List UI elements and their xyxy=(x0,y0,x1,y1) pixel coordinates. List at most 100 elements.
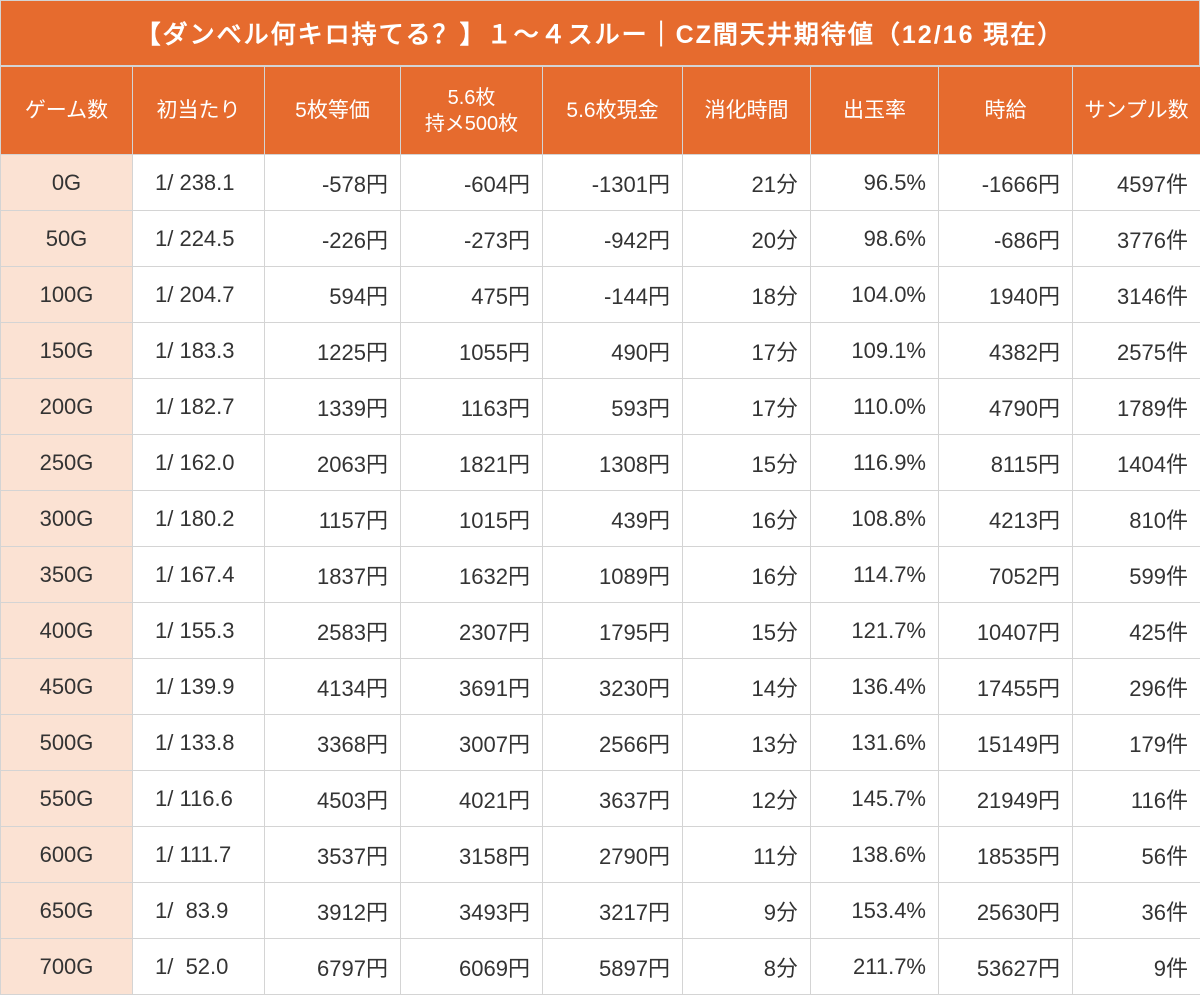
cell-rate: 145.7% xyxy=(811,771,939,827)
cell-hit: 1/ 167.4 xyxy=(133,547,265,603)
cell-hit: 1/ 133.8 xyxy=(133,715,265,771)
cell-game: 700G xyxy=(1,939,133,995)
cell-v5: 1837円 xyxy=(265,547,401,603)
cell-v56c: 3217円 xyxy=(543,883,683,939)
table-row: 150G1/ 183.31225円1055円490円17分109.1%4382円… xyxy=(1,323,1200,379)
cell-v56m: 4021円 xyxy=(401,771,543,827)
cell-v5: 2063円 xyxy=(265,435,401,491)
cell-v56c: 3230円 xyxy=(543,659,683,715)
cell-game: 100G xyxy=(1,267,133,323)
cell-v56m: -273円 xyxy=(401,211,543,267)
table-row: 50G1/ 224.5-226円-273円-942円20分98.6%-686円3… xyxy=(1,211,1200,267)
cell-rate: 96.5% xyxy=(811,155,939,211)
cell-rate: 98.6% xyxy=(811,211,939,267)
cell-v56c: 593円 xyxy=(543,379,683,435)
cell-samp: 116件 xyxy=(1073,771,1200,827)
table-row: 400G1/ 155.32583円2307円1795円15分121.7%1040… xyxy=(1,603,1200,659)
cell-hit: 1/ 111.7 xyxy=(133,827,265,883)
table-row: 200G1/ 182.71339円1163円593円17分110.0%4790円… xyxy=(1,379,1200,435)
cell-v5: 1225円 xyxy=(265,323,401,379)
cell-v56m: 3007円 xyxy=(401,715,543,771)
cell-time: 21分 xyxy=(683,155,811,211)
cell-time: 20分 xyxy=(683,211,811,267)
cell-time: 16分 xyxy=(683,547,811,603)
table-row: 300G1/ 180.21157円1015円439円16分108.8%4213円… xyxy=(1,491,1200,547)
col-header-samp: サンプル数 xyxy=(1073,67,1200,155)
cell-v56c: 3637円 xyxy=(543,771,683,827)
cell-samp: 599件 xyxy=(1073,547,1200,603)
cell-samp: 9件 xyxy=(1073,939,1200,995)
cell-hit: 1/ 155.3 xyxy=(133,603,265,659)
cell-rate: 116.9% xyxy=(811,435,939,491)
cell-samp: 56件 xyxy=(1073,827,1200,883)
cell-hit: 1/ 116.6 xyxy=(133,771,265,827)
cell-time: 17分 xyxy=(683,379,811,435)
cell-wage: 4790円 xyxy=(939,379,1073,435)
cell-v56m: 475円 xyxy=(401,267,543,323)
cell-rate: 108.8% xyxy=(811,491,939,547)
cell-v5: -578円 xyxy=(265,155,401,211)
cell-v56c: -144円 xyxy=(543,267,683,323)
cell-wage: 7052円 xyxy=(939,547,1073,603)
cell-wage: 4213円 xyxy=(939,491,1073,547)
cell-wage: -686円 xyxy=(939,211,1073,267)
ev-table: ゲーム数初当たり5枚等価5.6枚持メ500枚5.6枚現金消化時間出玉率時給サンプ… xyxy=(0,66,1200,995)
cell-samp: 1404件 xyxy=(1073,435,1200,491)
cell-samp: 1789件 xyxy=(1073,379,1200,435)
cell-rate: 136.4% xyxy=(811,659,939,715)
table-row: 100G1/ 204.7594円475円-144円18分104.0%1940円3… xyxy=(1,267,1200,323)
cell-v5: 2583円 xyxy=(265,603,401,659)
cell-v5: 3912円 xyxy=(265,883,401,939)
cell-samp: 179件 xyxy=(1073,715,1200,771)
cell-rate: 153.4% xyxy=(811,883,939,939)
cell-samp: 425件 xyxy=(1073,603,1200,659)
cell-v5: 4503円 xyxy=(265,771,401,827)
cell-samp: 3776件 xyxy=(1073,211,1200,267)
cell-v56m: 3158円 xyxy=(401,827,543,883)
cell-wage: 53627円 xyxy=(939,939,1073,995)
cell-time: 11分 xyxy=(683,827,811,883)
cell-wage: 8115円 xyxy=(939,435,1073,491)
col-header-hit: 初当たり xyxy=(133,67,265,155)
cell-game: 250G xyxy=(1,435,133,491)
cell-hit: 1/ 204.7 xyxy=(133,267,265,323)
cell-v56c: 439円 xyxy=(543,491,683,547)
col-header-time: 消化時間 xyxy=(683,67,811,155)
cell-samp: 3146件 xyxy=(1073,267,1200,323)
cell-time: 15分 xyxy=(683,603,811,659)
cell-hit: 1/ 139.9 xyxy=(133,659,265,715)
cell-time: 9分 xyxy=(683,883,811,939)
cell-rate: 104.0% xyxy=(811,267,939,323)
table-row: 550G1/ 116.64503円4021円3637円12分145.7%2194… xyxy=(1,771,1200,827)
cell-wage: 18535円 xyxy=(939,827,1073,883)
cell-v5: 3368円 xyxy=(265,715,401,771)
cell-v56m: 1015円 xyxy=(401,491,543,547)
cell-game: 400G xyxy=(1,603,133,659)
col-header-rate: 出玉率 xyxy=(811,67,939,155)
table-row: 500G1/ 133.83368円3007円2566円13分131.6%1514… xyxy=(1,715,1200,771)
table-row: 350G1/ 167.41837円1632円1089円16分114.7%7052… xyxy=(1,547,1200,603)
cell-v56m: 1055円 xyxy=(401,323,543,379)
cell-hit: 1/ 183.3 xyxy=(133,323,265,379)
cell-v5: 1157円 xyxy=(265,491,401,547)
cell-samp: 4597件 xyxy=(1073,155,1200,211)
cell-game: 300G xyxy=(1,491,133,547)
col-header-wage: 時給 xyxy=(939,67,1073,155)
cell-v56c: 490円 xyxy=(543,323,683,379)
cell-hit: 1/ 83.9 xyxy=(133,883,265,939)
cell-wage: -1666円 xyxy=(939,155,1073,211)
cell-time: 12分 xyxy=(683,771,811,827)
table-row: 600G1/ 111.73537円3158円2790円11分138.6%1853… xyxy=(1,827,1200,883)
cell-v56c: 1795円 xyxy=(543,603,683,659)
cell-v5: 594円 xyxy=(265,267,401,323)
table-body: 0G1/ 238.1-578円-604円-1301円21分96.5%-1666円… xyxy=(1,155,1200,995)
cell-wage: 17455円 xyxy=(939,659,1073,715)
cell-hit: 1/ 52.0 xyxy=(133,939,265,995)
cell-rate: 138.6% xyxy=(811,827,939,883)
cell-samp: 296件 xyxy=(1073,659,1200,715)
cell-v56c: -942円 xyxy=(543,211,683,267)
cell-game: 450G xyxy=(1,659,133,715)
cell-wage: 25630円 xyxy=(939,883,1073,939)
cell-v56m: 1632円 xyxy=(401,547,543,603)
cell-v5: 6797円 xyxy=(265,939,401,995)
